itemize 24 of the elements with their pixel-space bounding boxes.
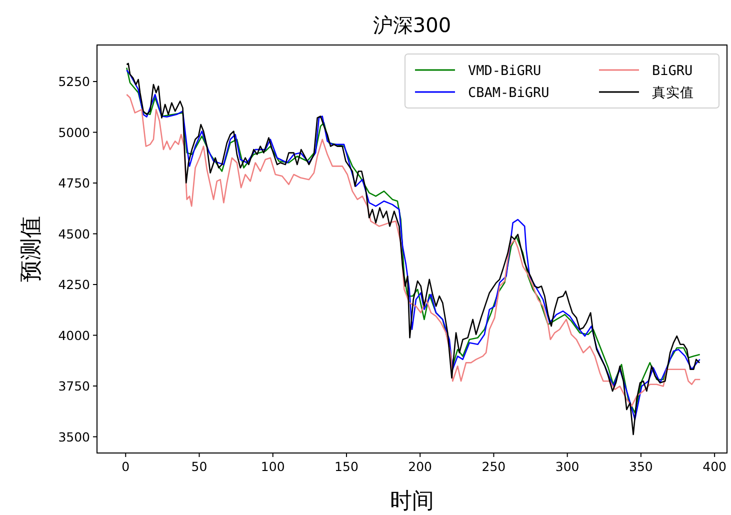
y-tick-label: 3500 bbox=[58, 429, 90, 444]
y-tick-label: 4500 bbox=[58, 226, 90, 242]
x-tick-label: 150 bbox=[334, 459, 358, 474]
y-tick-label: 5250 bbox=[58, 74, 90, 90]
legend-label: BiGRU bbox=[652, 63, 693, 79]
x-tick-label: 300 bbox=[555, 459, 580, 474]
x-axis-title: 时间 bbox=[390, 489, 434, 514]
y-tick-label: 4000 bbox=[58, 328, 90, 343]
legend-label: CBAM-BiGRU bbox=[468, 85, 550, 101]
x-tick-label: 350 bbox=[629, 459, 653, 474]
x-tick-label: 50 bbox=[191, 459, 208, 474]
legend-label: 真实值 bbox=[652, 85, 694, 101]
y-tick-label: 4250 bbox=[58, 277, 90, 292]
legend-label: VMD-BiGRU bbox=[468, 63, 542, 79]
y-tick-label: 5000 bbox=[58, 124, 90, 140]
x-tick-label: 0 bbox=[122, 459, 130, 474]
x-tick-label: 100 bbox=[260, 459, 285, 474]
x-tick-label: 400 bbox=[702, 459, 727, 474]
y-tick-label: 3750 bbox=[58, 378, 90, 394]
y-tick-label: 4750 bbox=[58, 176, 90, 191]
y-axis-title: 预测值 bbox=[19, 216, 44, 282]
x-tick-label: 200 bbox=[408, 459, 432, 474]
x-tick-label: 250 bbox=[482, 459, 506, 474]
chart-title: 沪深300 bbox=[372, 13, 452, 37]
